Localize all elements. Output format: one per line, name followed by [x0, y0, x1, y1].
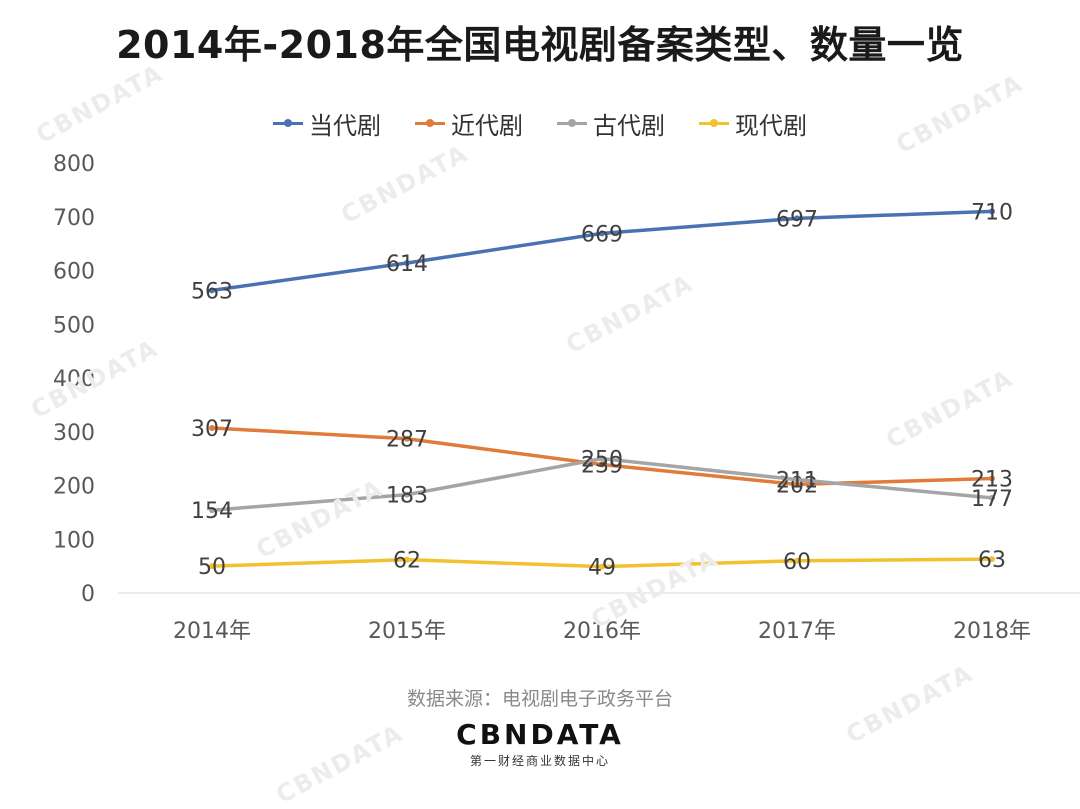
data-point [599, 563, 605, 570]
y-tick-label: 500 [53, 313, 95, 338]
legend-swatch [415, 119, 445, 127]
data-label: 60 [783, 550, 811, 575]
data-point [794, 481, 800, 488]
page-title: 2014年-2018年全国电视剧备案类型、数量一览 [116, 23, 964, 67]
data-point [599, 455, 605, 462]
x-tick-label: 2016年 [563, 619, 641, 644]
data-point [989, 494, 995, 501]
data-point [794, 215, 800, 222]
data-point [209, 287, 215, 294]
brand-name: CBNDATA [456, 718, 624, 751]
data-point [404, 491, 410, 498]
legend-swatch [557, 119, 587, 127]
legend-item: 当代剧 [273, 106, 381, 141]
data-point [989, 208, 995, 215]
data-label: 49 [588, 556, 616, 581]
data-label: 177 [971, 487, 1013, 512]
data-point [989, 475, 995, 482]
y-tick-label: 100 [53, 528, 95, 553]
chart-legend: 当代剧 近代剧 古代剧 现代剧 [0, 106, 1080, 141]
data-label: 614 [386, 252, 428, 277]
data-label: 63 [978, 548, 1006, 573]
x-tick-label: 2017年 [758, 619, 836, 644]
y-tick-label: 0 [81, 582, 95, 607]
legend-label: 当代剧 [309, 112, 381, 140]
data-point [599, 230, 605, 237]
y-tick-label: 800 [53, 152, 95, 177]
legend-swatch [699, 119, 729, 127]
y-tick-label: 700 [53, 206, 95, 231]
data-point [404, 435, 410, 442]
data-point [209, 563, 215, 570]
data-point [404, 259, 410, 266]
data-point [794, 476, 800, 483]
data-point [404, 556, 410, 563]
data-label: 183 [386, 484, 428, 509]
legend-label: 现代剧 [735, 112, 807, 140]
data-point [599, 461, 605, 468]
data-point [794, 557, 800, 564]
data-label: 563 [191, 279, 233, 304]
y-tick-label: 300 [53, 421, 95, 446]
legend-label: 近代剧 [451, 112, 523, 140]
x-tick-label: 2014年 [173, 619, 251, 644]
data-label: 669 [581, 222, 623, 247]
x-tick-label: 2018年 [953, 619, 1031, 644]
data-label: 307 [191, 417, 233, 442]
y-tick-label: 600 [53, 260, 95, 285]
data-label: 154 [191, 499, 233, 524]
brand-tagline: 第一财经商业数据中心 [469, 754, 610, 768]
data-label: 287 [386, 428, 428, 453]
data-label: 211 [776, 469, 818, 494]
y-tick-label: 200 [53, 475, 95, 500]
legend-swatch [273, 119, 303, 127]
legend-item: 古代剧 [557, 106, 665, 141]
data-label: 213 [971, 468, 1013, 493]
legend-label: 古代剧 [593, 112, 665, 140]
data-label: 697 [776, 207, 818, 232]
data-label: 50 [198, 555, 226, 580]
data-label: 62 [393, 549, 421, 574]
legend-item: 近代剧 [415, 106, 523, 141]
brand-logo: CBNDATA 第一财经商业数据中心 [0, 718, 1080, 769]
data-label: 710 [971, 200, 1013, 225]
x-tick-label: 2015年 [368, 619, 446, 644]
y-tick-label: 400 [53, 367, 95, 392]
legend-item: 现代剧 [699, 106, 807, 141]
data-label: 250 [581, 448, 623, 473]
source-note: 数据来源：电视剧电子政务平台 [406, 688, 673, 710]
data-point [209, 424, 215, 431]
data-point [989, 556, 995, 563]
data-point [209, 507, 215, 514]
